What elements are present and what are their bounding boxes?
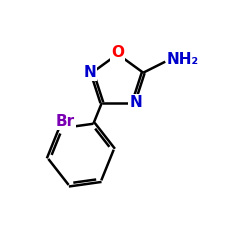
Text: N: N	[83, 65, 96, 80]
Text: NH₂: NH₂	[167, 52, 199, 67]
Text: Br: Br	[56, 114, 75, 129]
Text: N: N	[130, 95, 142, 110]
Text: O: O	[111, 46, 124, 60]
